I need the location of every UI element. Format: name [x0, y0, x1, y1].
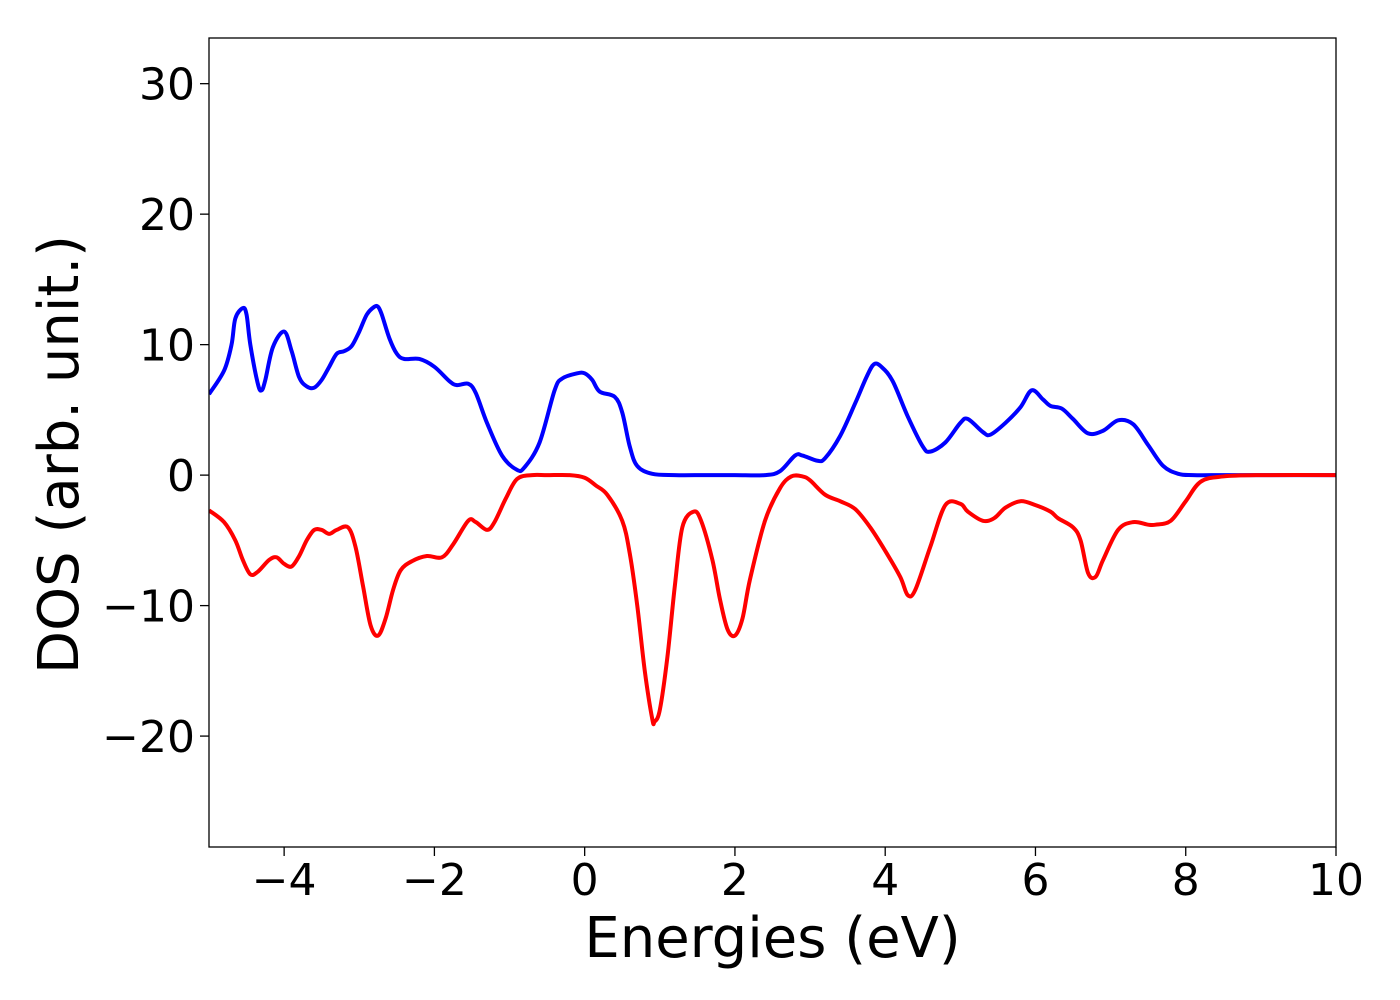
x-tick-label: 10: [1308, 855, 1364, 906]
y-tick-label: 0: [167, 451, 195, 502]
y-tick-label: 10: [139, 321, 195, 372]
x-axis-label: Energies (eV): [584, 906, 960, 971]
x-tick-label: 8: [1172, 855, 1200, 906]
x-axis: −4 −2 0 2 4 6 8 10: [252, 847, 1364, 906]
x-tick-label: −4: [252, 855, 317, 906]
x-tick-label: 4: [871, 855, 899, 906]
x-tick-label: −2: [402, 855, 467, 906]
y-axis: −20 −10 0 10 20 30: [102, 60, 209, 763]
y-tick-label: 20: [139, 190, 195, 241]
x-tick-label: 0: [571, 855, 599, 906]
x-tick-label: 2: [721, 855, 749, 906]
series-line-1: [209, 472, 1336, 727]
plot-frame: [208, 37, 1337, 848]
series-layer: [209, 303, 1336, 727]
y-tick-label: −20: [102, 712, 195, 763]
x-tick-label: 6: [1021, 855, 1049, 906]
series-line-0: [209, 303, 1336, 478]
y-tick-label: −10: [102, 582, 195, 633]
y-tick-label: 30: [139, 60, 195, 111]
y-axis-label: DOS (arb. unit.): [27, 235, 92, 674]
